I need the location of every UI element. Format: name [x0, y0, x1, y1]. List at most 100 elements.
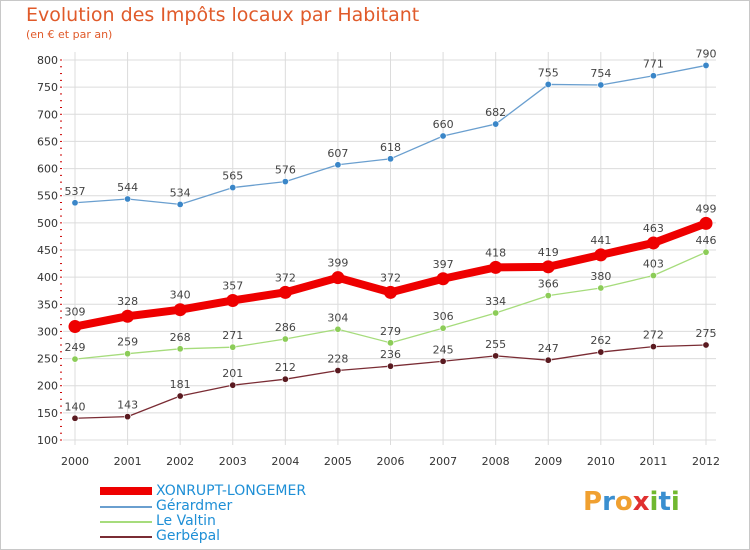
- legend-swatch-gerbepal: [100, 536, 152, 538]
- data-label: 399: [327, 257, 348, 270]
- data-point: [702, 341, 710, 349]
- data-point: [702, 61, 710, 69]
- data-label: 771: [643, 58, 664, 71]
- chart-title: Evolution des Impôts locaux par Habitant: [26, 4, 420, 26]
- data-label: 279: [380, 325, 401, 338]
- data-point: [436, 272, 450, 286]
- logo-letter: r: [602, 487, 615, 517]
- data-label: 576: [275, 164, 296, 177]
- data-label: 143: [117, 399, 138, 412]
- data-label: 286: [275, 321, 296, 334]
- y-tick-label: 750: [37, 81, 58, 94]
- data-point: [71, 199, 79, 207]
- legend-item-gerardmer: Gérardmer: [100, 498, 400, 514]
- data-label: 236: [380, 348, 401, 361]
- data-label: 140: [65, 400, 86, 413]
- data-label: 499: [696, 202, 717, 215]
- line-chart: 100 150 200 250 300 350 400 450 500 550 600 650 700 7…: [37, 47, 720, 468]
- legend: XONRUPT-LONGEMER Gérardmer Le Valtin Ger…: [100, 483, 400, 544]
- data-label: 228: [327, 353, 348, 366]
- data-label: 419: [538, 246, 559, 259]
- data-label: 334: [485, 295, 506, 308]
- data-label: 463: [643, 222, 664, 235]
- data-label: 372: [380, 271, 401, 284]
- data-point: [649, 343, 657, 351]
- data-point: [229, 381, 237, 389]
- data-point: [439, 357, 447, 365]
- data-label: 607: [327, 147, 348, 160]
- data-label: 262: [590, 334, 611, 347]
- data-point: [226, 293, 240, 307]
- y-tick-label: 550: [37, 190, 58, 203]
- data-point: [386, 362, 394, 370]
- y-tick-label: 250: [37, 353, 58, 366]
- data-point: [173, 303, 187, 317]
- data-point: [281, 178, 289, 186]
- data-point: [229, 184, 237, 192]
- data-point: [544, 292, 552, 300]
- data-point: [492, 120, 500, 128]
- data-point: [702, 248, 710, 256]
- data-point: [439, 324, 447, 332]
- data-point: [492, 352, 500, 360]
- x-tick-label: 2011: [639, 455, 667, 468]
- data-label: 249: [65, 341, 86, 354]
- data-label: 754: [590, 67, 611, 80]
- data-point: [71, 355, 79, 363]
- data-label: 372: [275, 271, 296, 284]
- data-label: 366: [538, 278, 559, 291]
- data-label: 537: [65, 185, 86, 198]
- label-layer: 537 544 534 565 576 607 618 660 682 755 754 771 790 2…: [65, 47, 717, 413]
- data-point: [278, 285, 292, 299]
- data-point: [597, 81, 605, 89]
- x-tick-label: 2005: [324, 455, 352, 468]
- legend-item-le-valtin: Le Valtin: [100, 513, 400, 529]
- y-tick-label: 400: [37, 271, 58, 284]
- axis-layer: 100 150 200 250 300 350 400 450 500 550 600 650 700 7…: [37, 54, 720, 468]
- x-tick-label: 2012: [692, 455, 720, 468]
- data-point: [229, 343, 237, 351]
- y-tick-label: 800: [37, 54, 58, 67]
- x-tick-label: 2010: [587, 455, 615, 468]
- y-tick-label: 600: [37, 163, 58, 176]
- data-point: [71, 414, 79, 422]
- data-point: [489, 260, 503, 274]
- legend-item-gerbepal: Gerbépal: [100, 528, 400, 544]
- legend-item-xonrupt: XONRUPT-LONGEMER: [100, 483, 400, 499]
- proxiti-logo: Proxiti: [583, 487, 680, 517]
- data-point: [334, 367, 342, 375]
- data-label: 201: [222, 367, 243, 380]
- y-tick-label: 150: [37, 407, 58, 420]
- data-label: 790: [696, 47, 717, 60]
- y-tick-label: 450: [37, 244, 58, 257]
- data-label: 357: [222, 279, 243, 292]
- data-point: [649, 72, 657, 80]
- legend-swatch-le-valtin: [100, 521, 152, 523]
- legend-label-gerardmer: Gérardmer: [156, 498, 233, 514]
- data-point: [176, 200, 184, 208]
- data-label: 660: [433, 118, 454, 131]
- data-label: 255: [485, 338, 506, 351]
- data-point: [281, 375, 289, 383]
- data-point: [331, 271, 345, 285]
- data-point: [699, 216, 713, 230]
- y-tick-label: 300: [37, 325, 58, 338]
- x-tick-label: 2001: [114, 455, 142, 468]
- data-point: [176, 392, 184, 400]
- x-tick-label: 2003: [219, 455, 247, 468]
- data-point: [649, 272, 657, 280]
- data-point: [124, 413, 132, 421]
- data-label: 212: [275, 361, 296, 374]
- data-point: [68, 320, 82, 334]
- data-label: 544: [117, 181, 138, 194]
- logo-letter: i: [670, 487, 680, 517]
- x-tick-label: 2008: [482, 455, 510, 468]
- data-point: [384, 285, 397, 299]
- data-label: 328: [117, 295, 138, 308]
- data-point: [646, 236, 660, 250]
- data-label: 380: [590, 270, 611, 283]
- data-label: 309: [65, 306, 86, 319]
- x-tick-label: 2002: [166, 455, 194, 468]
- chart-subtitle: (en € et par an): [26, 28, 113, 41]
